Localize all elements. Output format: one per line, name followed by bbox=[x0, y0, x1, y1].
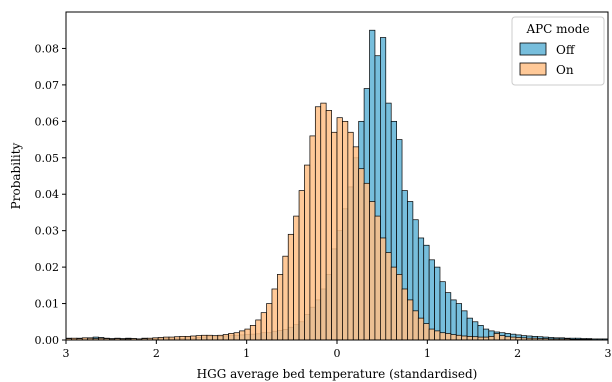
bar-on-52 bbox=[347, 131, 354, 341]
bar-on-40 bbox=[282, 255, 289, 341]
y-tick-label-6: 0.06 bbox=[35, 115, 60, 128]
bar-on-56 bbox=[369, 201, 376, 341]
bar-on-42 bbox=[293, 215, 300, 341]
x-tick-label-3: 0 bbox=[334, 347, 341, 360]
bar-on-62 bbox=[401, 288, 408, 341]
y-tick-label-8: 0.08 bbox=[35, 42, 60, 55]
bar-on-54 bbox=[358, 168, 365, 341]
bar-on-80 bbox=[499, 335, 506, 341]
bar-on-35 bbox=[255, 319, 262, 341]
bar-on-72 bbox=[455, 334, 463, 341]
bar-on-69 bbox=[439, 332, 446, 341]
y-tick-label-4: 0.04 bbox=[35, 188, 60, 201]
x-tick-label-1: 2 bbox=[153, 347, 160, 360]
x-tick-label-4: 1 bbox=[424, 347, 431, 360]
bar-on-49 bbox=[331, 131, 338, 341]
bar-off-69 bbox=[439, 281, 446, 341]
legend-label-on: On bbox=[556, 63, 574, 77]
legend: APC mode Off On bbox=[511, 16, 605, 86]
bar-on-47 bbox=[320, 102, 327, 341]
x-tick-label-5: 2 bbox=[514, 347, 521, 360]
bar-on-65 bbox=[417, 317, 425, 341]
bar-on-34 bbox=[249, 325, 257, 341]
axes: 0.00 0.01 0.02 0.03 0.04 0.05 0.06 0.07 0.08 3 2 1 0… bbox=[9, 11, 612, 381]
y-tick-label-2: 0.02 bbox=[35, 261, 60, 274]
bar-on-67 bbox=[428, 328, 435, 341]
bar-on-57 bbox=[374, 215, 381, 341]
legend-title: APC mode bbox=[525, 22, 589, 36]
bar-on-28 bbox=[217, 334, 224, 341]
bar-on-22 bbox=[184, 336, 192, 341]
bar-on-44 bbox=[304, 164, 311, 341]
bar-on-53 bbox=[352, 146, 360, 341]
y-tick-label-5: 0.05 bbox=[35, 152, 60, 165]
x-tick-label-6: 3 bbox=[605, 347, 612, 360]
bar-on-30 bbox=[228, 333, 235, 341]
y-tick-label-7: 0.07 bbox=[35, 79, 60, 92]
x-axis-label: HGG average bed temperature (standardise… bbox=[197, 367, 478, 381]
bar-on-51 bbox=[342, 120, 349, 341]
bar-off-71 bbox=[450, 299, 457, 341]
bar-off-72 bbox=[455, 303, 463, 341]
bar-on-41 bbox=[287, 233, 294, 341]
bar-on-27 bbox=[211, 335, 219, 341]
bar-on-38 bbox=[271, 288, 278, 341]
bar-on-78 bbox=[488, 336, 495, 341]
bar-on-46 bbox=[314, 106, 322, 341]
bar-off-70 bbox=[445, 292, 452, 341]
x-tick-label-2: 1 bbox=[243, 347, 250, 360]
y-tick-label-0: 0.00 bbox=[35, 334, 60, 347]
bar-on-33 bbox=[244, 328, 251, 341]
bar-on-68 bbox=[434, 330, 441, 341]
bar-on-23 bbox=[190, 335, 197, 341]
bar-on-66 bbox=[423, 323, 430, 341]
bar-on-32 bbox=[239, 330, 246, 341]
bar-on-61 bbox=[396, 274, 403, 341]
bar-on-71 bbox=[450, 334, 457, 341]
bar-on-26 bbox=[206, 334, 213, 341]
bar-on-21 bbox=[179, 336, 186, 341]
y-axis-label: Probability bbox=[9, 142, 23, 209]
y-tick-label-3: 0.03 bbox=[35, 225, 60, 238]
bar-off-68 bbox=[434, 266, 441, 341]
bar-off-67 bbox=[428, 259, 435, 341]
y-tick-label-1: 0.01 bbox=[35, 298, 60, 311]
bar-on-24 bbox=[195, 335, 202, 341]
series-on-bars bbox=[65, 102, 609, 341]
bar-on-39 bbox=[277, 274, 284, 341]
bar-on-50 bbox=[336, 117, 343, 341]
legend-swatch-on bbox=[519, 62, 547, 76]
bar-on-36 bbox=[260, 312, 267, 341]
bar-on-74 bbox=[466, 336, 473, 341]
bar-on-64 bbox=[412, 310, 419, 341]
bar-on-45 bbox=[309, 135, 316, 341]
bar-on-73 bbox=[461, 335, 468, 341]
bar-on-37 bbox=[266, 303, 273, 341]
bar-on-31 bbox=[233, 332, 240, 341]
bar-on-29 bbox=[222, 334, 229, 341]
legend-label-off: Off bbox=[556, 43, 576, 57]
bar-on-48 bbox=[325, 110, 332, 341]
bar-on-58 bbox=[380, 237, 387, 341]
bar-on-70 bbox=[445, 333, 452, 341]
bar-on-63 bbox=[407, 299, 414, 341]
legend-swatch-off bbox=[519, 42, 547, 56]
bar-on-59 bbox=[385, 252, 392, 341]
bar-on-79 bbox=[493, 333, 500, 341]
bar-on-55 bbox=[363, 182, 370, 341]
x-tick-label-0: 3 bbox=[63, 347, 70, 360]
bar-on-25 bbox=[201, 334, 208, 341]
bar-on-43 bbox=[298, 190, 305, 341]
bar-on-60 bbox=[390, 266, 397, 341]
bar-off-73 bbox=[461, 310, 468, 341]
